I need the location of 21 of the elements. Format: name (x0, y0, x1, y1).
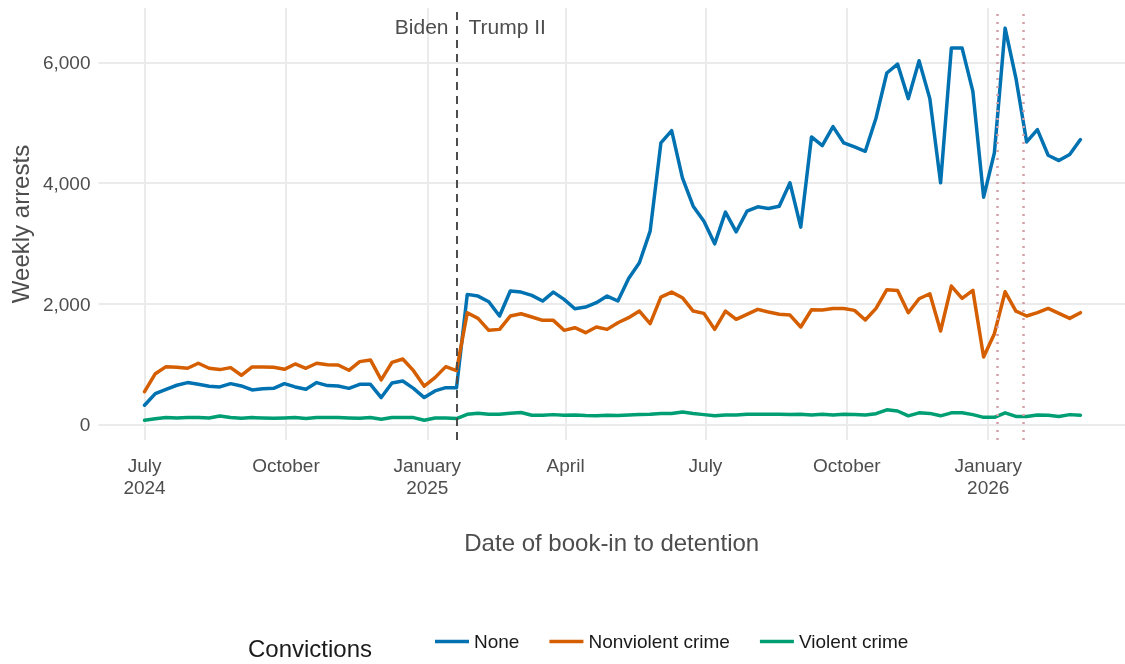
y-tick-label: 0 (79, 414, 91, 436)
x-tick-label: April (546, 454, 585, 476)
legend-label: Nonviolent crime (588, 631, 730, 652)
x-tick-label: October (252, 454, 321, 476)
annotation: Trump II (468, 14, 546, 38)
y-tick-label: 4,000 (42, 172, 91, 194)
legend-title: Convictions (248, 634, 373, 662)
line-series (142, 408, 1083, 422)
legend-label: Violent crime (798, 631, 909, 652)
y-tick-label: 6,000 (42, 51, 91, 73)
annotation: Biden (394, 14, 449, 38)
x-tick-label: January 2026 (954, 454, 1023, 498)
x-tick-label: July 2024 (123, 454, 167, 498)
x-axis-title: Date of book-in to detention (464, 528, 760, 556)
line-series (142, 284, 1083, 394)
x-tick-label: October (813, 454, 882, 476)
y-tick-label: 2,000 (42, 293, 91, 315)
x-tick-label: January 2025 (393, 454, 462, 498)
x-tick-label: July (688, 454, 723, 476)
legend-label: None (474, 631, 520, 652)
y-axis-title: Weekly arrests (6, 144, 34, 304)
